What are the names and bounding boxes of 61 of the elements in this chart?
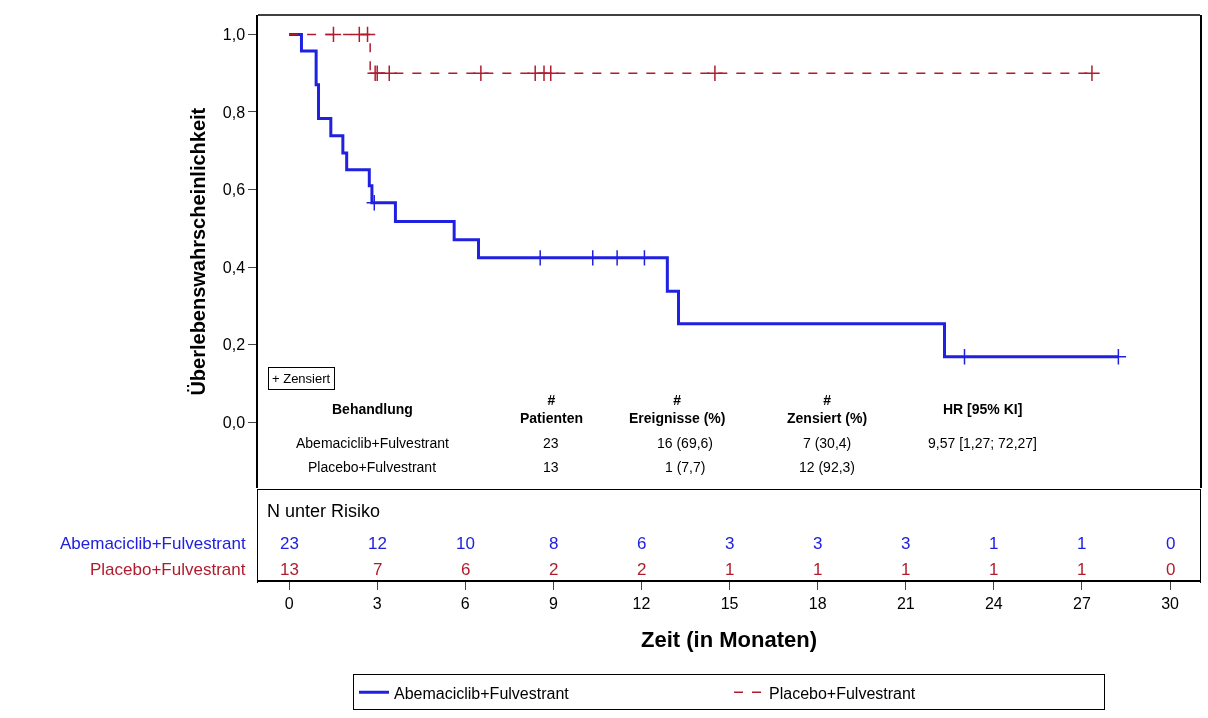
text: 1	[901, 560, 911, 579]
x-tick-label: 27	[1073, 594, 1091, 612]
annotation: + Zensiert	[272, 371, 331, 386]
text: 6	[637, 534, 647, 553]
text: 12	[368, 534, 387, 553]
y-tick-label: 0,6	[222, 181, 246, 199]
x-tick-label: 21	[896, 594, 915, 612]
text: 0	[1166, 534, 1176, 553]
x-tick-label: 9	[548, 594, 558, 612]
x-tick-label: 18	[808, 594, 827, 612]
annotation: 7 (30,4)	[803, 435, 852, 451]
y-tick-label: 1,0	[222, 26, 246, 43]
x-tick-label: 0	[284, 594, 294, 612]
annotation: Placebo+Fulvestrant	[308, 459, 437, 475]
text: 1	[1077, 560, 1087, 579]
x-tick-label: 12	[632, 594, 651, 612]
text: 1	[725, 560, 735, 579]
x-tick-label: 6	[460, 594, 470, 612]
text: 8	[549, 534, 559, 553]
text: 2	[637, 560, 647, 579]
text: 13	[280, 560, 299, 579]
text: N unter Risiko	[267, 501, 381, 521]
annotation: 13	[543, 459, 559, 475]
x-tick-label: 15	[720, 594, 739, 612]
y-tick-label: 0,4	[222, 258, 246, 276]
annotation: 9,57 [1,27; 72,27]	[928, 435, 1037, 451]
annotation: 1 (7,7)	[665, 459, 706, 475]
annotation: HR [95% KI]	[943, 401, 1023, 417]
text: 6	[461, 560, 471, 579]
y-tick-label: 0,2	[222, 336, 246, 354]
legend-label: Abemaciclib+Fulvestrant	[394, 684, 570, 702]
text: 23	[280, 534, 299, 553]
text: 1	[813, 560, 823, 579]
annotation: # Zensiert (%)	[787, 392, 868, 427]
annotation: 23	[543, 435, 559, 451]
annotation: 16 (69,6)	[657, 435, 714, 451]
text: 1	[989, 560, 999, 579]
text: 10	[456, 534, 475, 553]
annotation: Abemaciclib+Fulvestrant	[296, 435, 450, 451]
annotation: Behandlung	[332, 401, 413, 417]
text: 1	[989, 534, 999, 553]
annotation: # Patienten	[520, 392, 584, 427]
x-axis-title: Zeit (in Monaten)	[641, 627, 817, 653]
text: 7	[373, 560, 383, 579]
x-tick-label: 24	[984, 594, 1003, 612]
text: 1	[1077, 534, 1087, 553]
text: Placebo+Fulvestrant	[90, 560, 246, 579]
x-tick-label: 30	[1161, 594, 1180, 612]
annotation: 12 (92,3)	[799, 459, 856, 475]
text: 2	[549, 560, 559, 579]
text: 3	[813, 534, 823, 553]
annotation: # Ereignisse (%)	[629, 392, 726, 427]
x-tick-label: 3	[372, 594, 382, 612]
y-tick-label: 0,0	[222, 413, 246, 431]
text: Abemaciclib+Fulvestrant	[60, 534, 246, 553]
text: 0	[1166, 560, 1176, 579]
legend-label: Placebo+Fulvestrant	[769, 684, 916, 702]
y-tick-label: 0,8	[222, 103, 246, 121]
text: 3	[901, 534, 911, 553]
text: 3	[725, 534, 735, 553]
y-axis-title: Überlebenswahrscheinlichkeit	[186, 107, 209, 396]
